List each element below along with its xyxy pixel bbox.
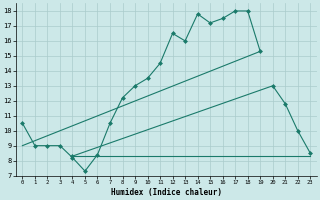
X-axis label: Humidex (Indice chaleur): Humidex (Indice chaleur): [111, 188, 222, 197]
